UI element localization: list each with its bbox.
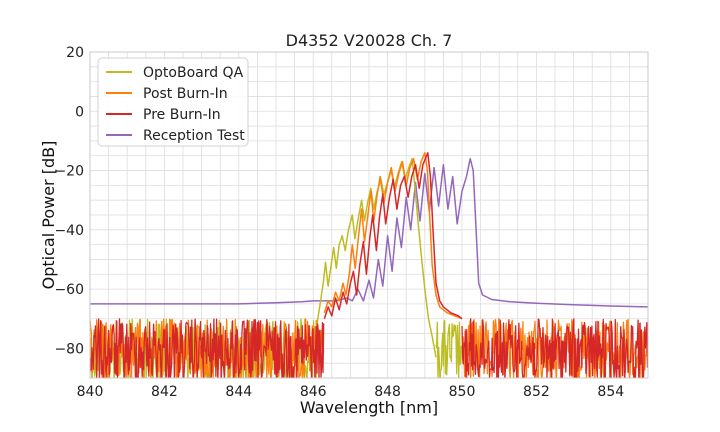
x-tick-label: 842: [151, 384, 178, 400]
x-tick-label: 840: [77, 384, 104, 400]
x-tick-label: 844: [225, 384, 252, 400]
y-axis-ticks: −80 −60 −40 −20 0 20: [54, 45, 84, 357]
legend: OptoBoard QA Post Burn-In Pre Burn-In Recep…: [97, 57, 249, 147]
legend-label: OptoBoard QA: [143, 65, 244, 81]
noise-floor-line: [435, 319, 463, 378]
chart-title: D4352 V20028 Ch. 7: [286, 31, 453, 50]
y-tick-label: −20: [54, 164, 84, 180]
legend-label: Pre Burn-In: [143, 107, 221, 123]
x-tick-label: 846: [300, 384, 327, 400]
series-pre-burn-in: [90, 152, 648, 378]
y-tick-label: −80: [54, 341, 84, 357]
x-tick-label: 852: [523, 384, 550, 400]
series-line: [323, 152, 463, 320]
y-tick-label: −60: [54, 282, 84, 298]
x-axis-label: Wavelength [nm]: [300, 398, 438, 417]
y-tick-label: −40: [54, 223, 84, 239]
series-layer: [90, 152, 648, 378]
series-line: [323, 152, 463, 320]
noise-floor-line: [461, 318, 648, 378]
x-tick-label: 850: [449, 384, 476, 400]
x-axis-ticks: 840 842 844 846 848 850 852 854: [77, 384, 625, 400]
x-tick-label: 854: [597, 384, 624, 400]
legend-label: Reception Test: [143, 128, 245, 144]
plot-frame: [89, 51, 649, 379]
legend-label: Post Burn-In: [143, 86, 228, 102]
y-tick-label: 20: [66, 45, 84, 61]
y-axis-label: Optical Power [dB]: [39, 141, 58, 290]
x-tick-label: 848: [374, 384, 401, 400]
noise-floor-line: [90, 318, 325, 378]
legend-box: [97, 57, 249, 147]
y-tick-label: 0: [75, 104, 84, 120]
